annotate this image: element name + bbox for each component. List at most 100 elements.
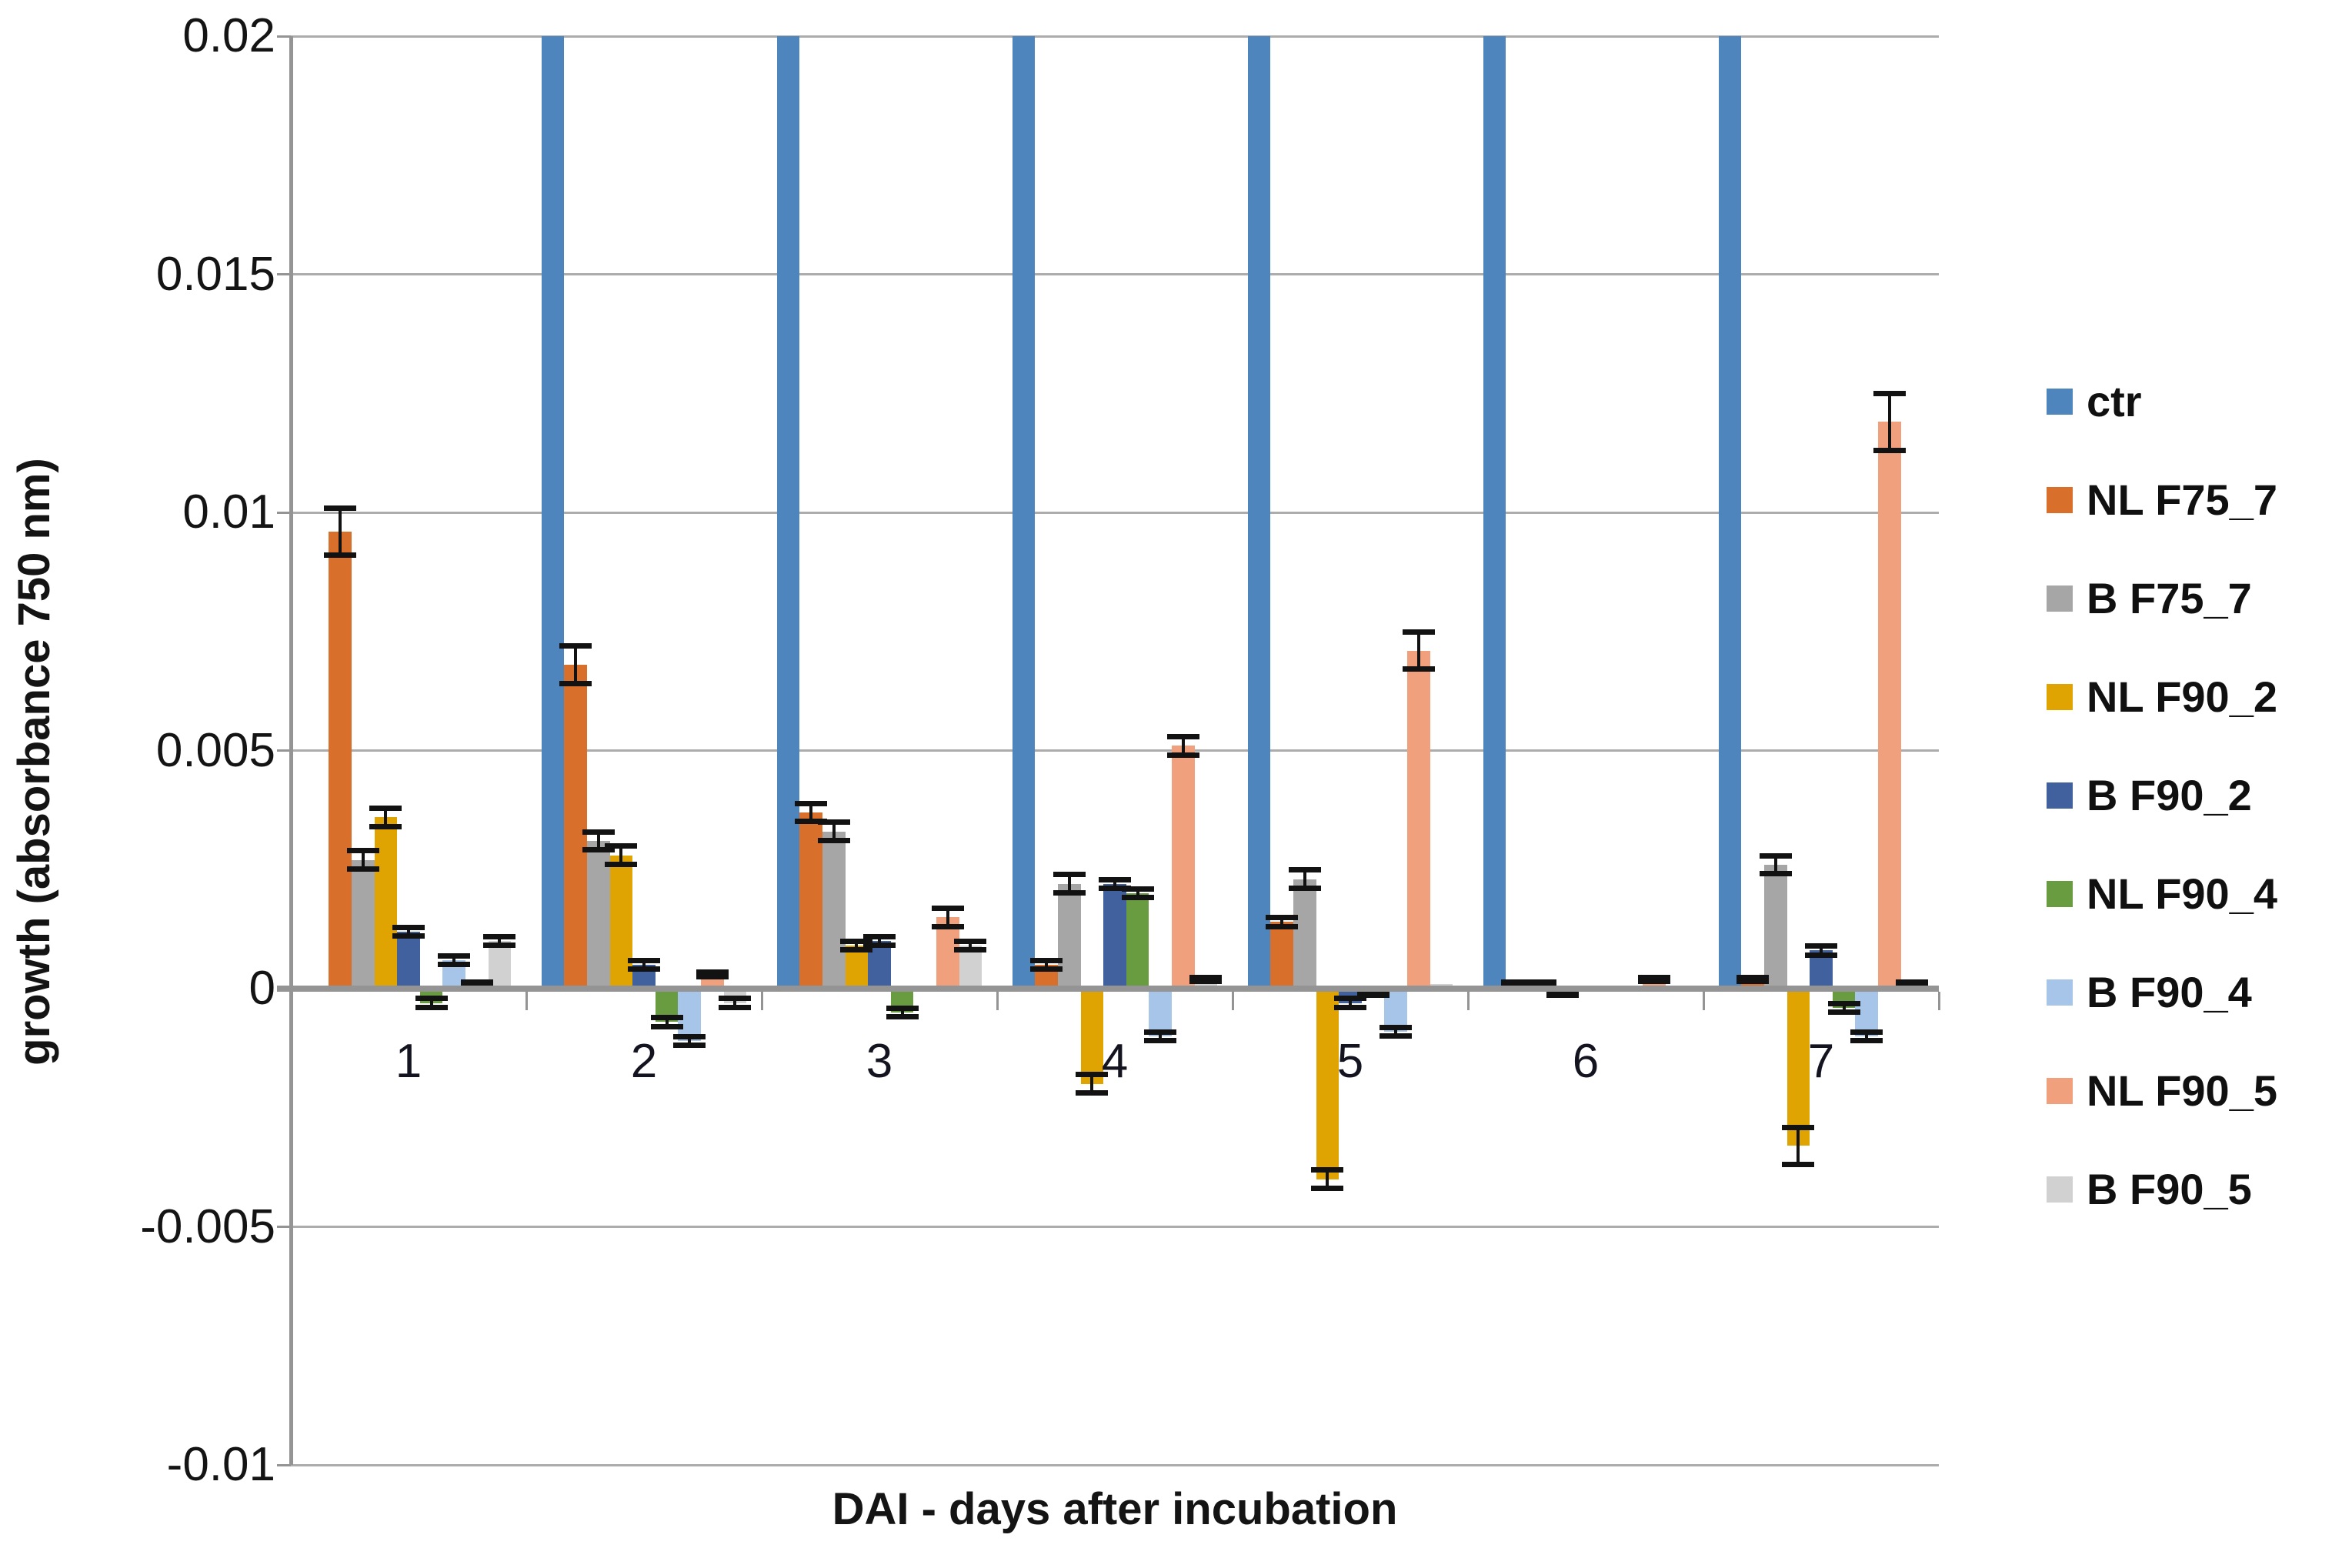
error-bar-cap [1166,733,1199,739]
legend-swatch-NL-F90_4 [2047,880,2073,907]
error-bar-cap [1637,978,1670,984]
error-bar-cap [1144,1029,1177,1035]
error-bar-cap [1873,391,1906,397]
error-bar-cap [1546,993,1580,999]
error-bar [1394,1026,1398,1036]
error-bar [733,998,737,1008]
error-bar-cap [1166,752,1199,758]
error-bar [1181,736,1185,756]
error-bar-cap [346,848,379,854]
error-bar-cap [324,552,357,558]
x-axis-tick [289,992,292,1010]
error-bar [498,936,502,946]
y-axis-title: growth (absorbance 750 nm) [9,458,59,1066]
x-axis-zero-line [277,986,1939,992]
legend-label: B F90_2 [2087,771,2252,819]
error-bar-cap [415,996,448,1002]
error-bar-cap [1402,666,1435,672]
error-bar-cap [1827,1009,1860,1015]
x-axis-tick [760,992,763,1010]
bar-ctr-day4 [1012,36,1036,989]
error-bar-cap [346,866,379,872]
bar-B-F75_7-day4 [1058,883,1081,989]
bar-NL-F90_4-day4 [1126,893,1149,989]
error-bar [1326,1169,1329,1189]
gridline [291,1463,1939,1466]
y-axis-tick [277,511,291,514]
error-bar-cap [1076,1072,1109,1078]
error-bar-cap [1501,979,1534,985]
error-bar-cap [931,905,964,911]
error-bar-cap [483,942,516,949]
error-bar-cap [795,819,828,825]
error-bar [1416,631,1420,670]
bar-B-F90_4-day4 [1149,989,1172,1036]
error-bar-cap [719,1004,752,1010]
x-axis-tick [1466,992,1470,1010]
y-tick-label: 0.01 [182,485,275,539]
error-bar-cap [840,947,873,953]
error-bar-cap [1782,1124,1815,1130]
error-bar-cap [1850,1038,1883,1044]
y-tick-label: -0.005 [140,1199,275,1253]
error-bar [1136,889,1139,899]
error-bar-cap [1099,886,1131,891]
bar-NL-F75_7-day1 [329,531,352,989]
gridline [291,1226,1939,1228]
category-label-day-5: 5 [1336,1035,1364,1088]
legend-label: NL F90_2 [2087,672,2277,721]
category-label-day-3: 3 [866,1035,893,1088]
error-bar-cap [1189,974,1223,980]
error-bar-cap [1076,1090,1109,1096]
legend-label: B F75_7 [2087,574,2252,622]
bar-NL-F90_5-day4 [1172,746,1195,989]
legend-swatch-NL-F75_7 [2047,486,2073,513]
error-bar-cap [1850,1029,1883,1035]
error-bar-cap [1782,1162,1815,1168]
error-bar-cap [324,505,357,511]
error-bar-cap [954,947,987,953]
y-axis-tick [277,273,291,275]
legend-label: NL F90_4 [2087,869,2277,918]
error-bar [1865,1031,1869,1042]
y-axis-line [289,36,293,1465]
x-axis-tick [1702,992,1705,1010]
category-label-day-7: 7 [1807,1035,1835,1088]
error-bar-cap [650,1023,683,1029]
bar-NL-F90_2-day2 [609,855,633,989]
gridline [291,273,1939,275]
error-bar-cap [1053,890,1086,896]
bar-NL-F75_7-day2 [564,665,587,989]
error-bar [596,831,600,851]
error-bar-cap [460,979,493,985]
error-bar-cap [605,862,638,868]
legend-item-NL-F90_2: NL F90_2 [2047,672,2277,722]
error-bar-cap [582,829,615,835]
error-bar-cap [559,680,592,686]
x-axis-title: DAI - days after incubation [832,1484,1398,1534]
error-bar-cap [415,1004,448,1010]
bar-NL-F90_5-day5 [1407,650,1430,989]
error-bar-cap [1311,1185,1344,1191]
error-bar-cap [1311,1167,1344,1173]
legend-swatch-B-F90_2 [2047,782,2073,809]
legend-item-ctr: ctr [2047,376,2142,426]
error-bar-cap [1759,852,1792,859]
error-bar-cap [696,973,729,979]
error-bar-cap [559,643,592,649]
error-bar-cap [1736,974,1770,980]
error-bar [1820,946,1823,956]
error-bar-cap [931,923,964,929]
bar-B-F90_2-day1 [397,931,420,989]
bar-B-F75_7-day7 [1764,865,1787,989]
error-bar [1842,1003,1846,1013]
error-bar-cap [795,800,828,806]
bar-B-F90_4-day2 [678,989,701,1042]
error-bar [642,959,646,970]
error-bar-cap [1266,923,1299,929]
error-bar-cap [582,847,615,853]
category-label-day-4: 4 [1101,1035,1129,1088]
legend-label: B F90_5 [2087,1165,2252,1213]
error-bar-cap [392,932,425,939]
